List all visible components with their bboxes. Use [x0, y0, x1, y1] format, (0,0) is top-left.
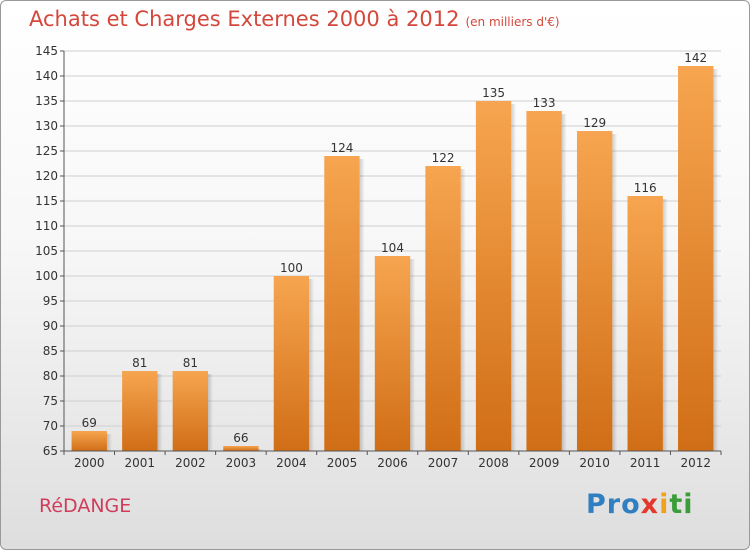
x-tick-label: 2007: [428, 456, 459, 470]
x-tick-label: 2010: [579, 456, 610, 470]
y-tick-label: 110: [35, 219, 58, 233]
proxiti-logo: Proxiti: [586, 489, 694, 520]
y-tick-label: 100: [35, 269, 58, 283]
y-tick-label: 135: [35, 94, 58, 108]
bar-shadow: [359, 159, 365, 451]
bars: 69 81 81 66 100 124 104 122 135 133 129 116 142: [71, 51, 719, 451]
bar-value-label: 69: [82, 416, 97, 430]
bar-2008: [475, 101, 512, 451]
y-tick-label: 80: [43, 369, 58, 383]
bar-value-label: 142: [684, 51, 707, 65]
bar-shadow: [662, 199, 668, 451]
y-tick-label: 90: [43, 319, 58, 333]
x-tick-label: 2008: [478, 456, 509, 470]
bar-shadow: [157, 374, 163, 451]
y-axis-ticks: 65 70 75 80 85 90 95 100 105 110 115 120 125 130 135 14…: [35, 44, 64, 458]
bar-2006: [374, 256, 411, 451]
y-tick-label: 95: [43, 294, 58, 308]
bar-shadow: [208, 374, 214, 451]
bar-shadow: [410, 259, 416, 451]
bar-value-label: 100: [280, 261, 303, 275]
y-tick-label: 145: [35, 44, 58, 58]
y-tick-label: 140: [35, 69, 58, 83]
bar-shadow: [561, 114, 567, 451]
bar-shadow: [713, 69, 719, 451]
bar-shadow: [511, 104, 517, 451]
bar-2010: [576, 131, 613, 451]
y-tick-label: 75: [43, 394, 58, 408]
x-tick-label: 2002: [175, 456, 206, 470]
y-tick-label: 130: [35, 119, 58, 133]
bar-2004: [273, 276, 310, 451]
bar-shadow: [460, 169, 466, 451]
bar-shadow: [258, 449, 264, 451]
x-tick-label: 2011: [630, 456, 661, 470]
bar-value-label: 66: [233, 431, 248, 445]
bar-value-label: 116: [634, 181, 657, 195]
bar-2011: [627, 196, 663, 451]
bar-value-label: 81: [132, 356, 147, 370]
x-tick-label: 2004: [276, 456, 307, 470]
commune-name: RéDANGE: [39, 495, 132, 517]
y-tick-label: 85: [43, 344, 58, 358]
bar-value-label: 81: [183, 356, 198, 370]
bar-shadow: [106, 434, 112, 451]
bar-2005: [324, 156, 360, 451]
y-tick-label: 105: [35, 244, 58, 258]
y-tick-label: 65: [43, 444, 58, 458]
bar-shadow: [309, 279, 315, 451]
x-tick-label: 2005: [327, 456, 358, 470]
x-axis-ticks: 2000 2001 2002 2003 2004 2005 2006 2007 2008 2009…: [63, 451, 722, 470]
bar-2003: [223, 446, 259, 451]
chart-title-text: Achats et Charges Externes 2000 à 2012: [29, 7, 460, 31]
bar-2012: [678, 66, 714, 451]
bar-2002: [172, 371, 209, 451]
y-tick-label: 125: [35, 144, 58, 158]
bar-value-label: 133: [533, 96, 556, 110]
x-tick-label: 2012: [680, 456, 711, 470]
x-tick-label: 2001: [125, 456, 156, 470]
x-tick-label: 2006: [377, 456, 408, 470]
y-tick-label: 120: [35, 169, 58, 183]
y-tick-label: 70: [43, 419, 58, 433]
bar-shadow: [612, 134, 618, 451]
bar-2007: [425, 166, 461, 451]
bar-value-label: 129: [583, 116, 606, 130]
x-tick-label: 2003: [226, 456, 257, 470]
bar-value-label: 135: [482, 86, 505, 100]
bar-value-label: 124: [331, 141, 354, 155]
bar-value-label: 104: [381, 241, 404, 255]
bar-2009: [526, 111, 562, 451]
y-tick-label: 115: [35, 194, 58, 208]
chart-title: Achats et Charges Externes 2000 à 2012 (e…: [29, 7, 560, 31]
chart-subtitle: (en milliers d'€): [465, 15, 560, 29]
bar-2000: [71, 431, 107, 451]
x-tick-label: 2009: [529, 456, 560, 470]
bar-2001: [122, 371, 158, 451]
bar-value-label: 122: [432, 151, 455, 165]
x-tick-label: 2000: [74, 456, 105, 470]
